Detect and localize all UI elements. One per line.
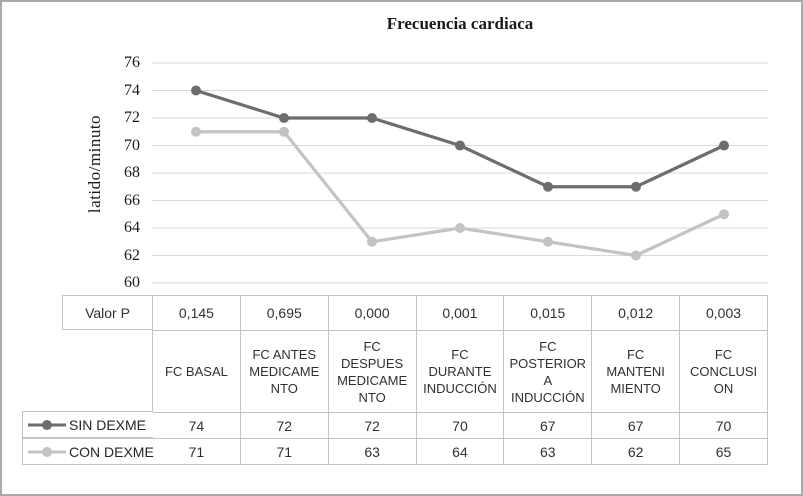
data-point: [279, 126, 289, 137]
category-row: FC BASAL FC ANTES MEDICAME NTO FC DESPUE…: [152, 330, 768, 413]
series-row-sin-dexme: 74 72 72 70 67 67 70: [152, 412, 768, 439]
y-axis-tick: 70: [124, 136, 140, 154]
value-cell: 72: [327, 412, 417, 439]
category-cell: FC BASAL: [152, 330, 241, 413]
valor-p-cell: 0,001: [415, 295, 505, 331]
y-axis-tick: 68: [124, 164, 140, 181]
data-point: [543, 236, 553, 247]
data-point: [191, 126, 201, 137]
valor-p-cell: 0,000: [327, 295, 417, 331]
data-point: [455, 140, 465, 151]
valor-p-cell: 0,012: [591, 295, 681, 331]
y-axis-tick: 72: [124, 109, 140, 126]
category-cell: FC DURANTE INDUCCIÓN: [415, 330, 505, 413]
data-point: [191, 85, 201, 96]
value-cell: 74: [152, 412, 241, 439]
valor-p-cell: 0,015: [503, 295, 593, 331]
category-cell: FC CONCLUSI ON: [679, 330, 768, 413]
y-axis-tick: 74: [124, 81, 140, 99]
data-point: [367, 113, 377, 123]
series-row-con-dexme: 71 71 63 64 63 62 65: [152, 438, 768, 465]
value-cell: 65: [679, 438, 768, 465]
value-cell: 63: [503, 438, 593, 465]
y-axis-tick: 60: [124, 274, 140, 291]
data-point: [631, 181, 641, 192]
value-cell: 70: [415, 412, 505, 439]
y-axis-tick: 62: [124, 246, 140, 264]
data-point: [367, 236, 377, 247]
value-cell: 63: [327, 438, 417, 465]
data-point: [543, 181, 553, 192]
value-cell: 71: [239, 438, 329, 465]
category-cell: FC MANTENI MIENTO: [591, 330, 681, 413]
value-cell: 72: [239, 412, 329, 439]
value-cell: 62: [591, 438, 681, 465]
con-dexme-line-marker-icon: [28, 446, 66, 457]
data-point: [455, 223, 465, 233]
data-table: 0,145 0,695 0,000 0,001 0,015 0,012 0,00…: [152, 295, 768, 465]
series-line: [195, 88, 725, 189]
value-cell: 71: [152, 438, 241, 465]
valor-p-row: 0,145 0,695 0,000 0,001 0,015 0,012 0,00…: [152, 295, 768, 331]
data-point: [719, 209, 729, 220]
category-cell: FC DESPUES MEDICAME NTO: [327, 330, 417, 413]
legend-label: CON DEXME: [69, 443, 154, 460]
y-axis-tick: 76: [124, 54, 140, 71]
value-cell: 67: [503, 412, 593, 439]
data-point: [631, 250, 641, 261]
value-cell: 67: [591, 412, 681, 439]
legend-item-sin-dexme: SIN DEXME: [22, 411, 153, 438]
category-cell: FC ANTES MEDICAME NTO: [239, 330, 329, 413]
data-point: [279, 113, 289, 123]
legend-item-con-dexme: CON DEXME: [22, 438, 154, 465]
value-cell: 70: [679, 412, 768, 439]
y-axis-tick: 64: [124, 219, 140, 236]
chart-title: Frecuencia cardiaca: [386, 14, 534, 33]
legend-label: SIN DEXME: [69, 416, 147, 433]
valor-p-row-header: Valor P: [62, 295, 152, 330]
value-cell: 64: [415, 438, 505, 465]
valor-p-cell: 0,145: [152, 295, 241, 331]
line-plot: [152, 62, 768, 284]
category-cell: FC POSTERIOR A INDUCCIÓN: [503, 330, 593, 413]
sin-dexme-line-marker-icon: [28, 419, 66, 430]
valor-p-cell: 0,695: [239, 295, 329, 331]
y-axis-tick: 66: [124, 191, 140, 209]
data-point: [719, 140, 729, 151]
valor-p-cell: 0,003: [679, 295, 768, 331]
